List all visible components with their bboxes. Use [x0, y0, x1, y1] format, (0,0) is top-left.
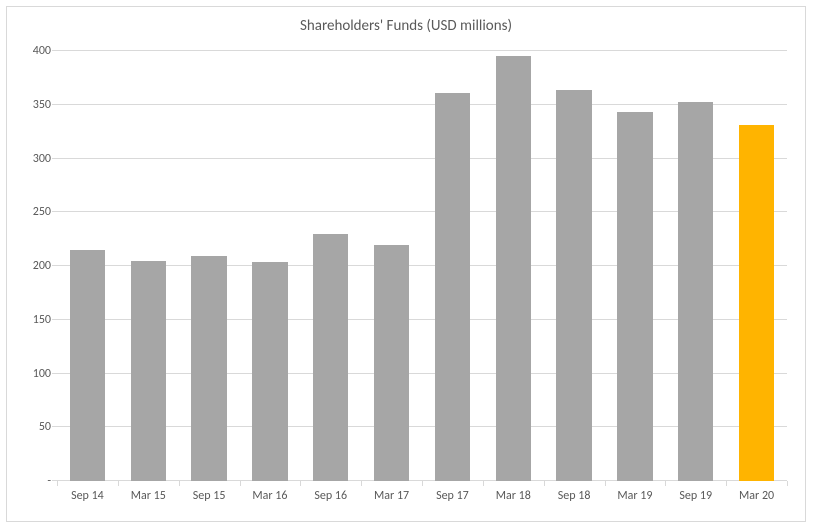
bar	[313, 234, 348, 481]
x-tick-dash	[787, 481, 788, 486]
bar	[678, 102, 713, 481]
x-tick-dash	[544, 481, 545, 486]
chart-frame: Shareholders' Funds (USD millions) -5010…	[6, 6, 806, 522]
x-tick-dash	[300, 481, 301, 486]
y-tick-dash	[52, 265, 57, 266]
x-tick-label: Mar 17	[374, 489, 409, 503]
plot-area: -50100150200250300350400Sep 14Mar 15Sep …	[57, 51, 787, 481]
y-tick-label: 300	[33, 152, 51, 166]
y-tick-dash	[52, 373, 57, 374]
x-tick-dash	[422, 481, 423, 486]
y-tick-label: 350	[33, 98, 51, 112]
bar	[191, 256, 226, 481]
y-tick-label: -	[47, 474, 51, 488]
y-tick-dash	[52, 211, 57, 212]
bar	[70, 250, 105, 481]
bar	[739, 125, 774, 481]
x-tick-label: Sep 17	[436, 489, 469, 503]
x-tick-dash	[57, 481, 58, 486]
x-tick-dash	[118, 481, 119, 486]
y-tick-label: 200	[33, 259, 51, 273]
x-tick-label: Mar 16	[252, 489, 287, 503]
x-tick-label: Sep 19	[679, 489, 712, 503]
y-tick-label: 400	[33, 44, 51, 58]
bar	[131, 261, 166, 481]
bar	[252, 262, 287, 481]
x-tick-label: Sep 18	[558, 489, 591, 503]
bar	[617, 112, 652, 481]
y-tick-dash	[52, 104, 57, 105]
x-tick-label: Mar 15	[131, 489, 166, 503]
y-tick-label: 250	[33, 205, 51, 219]
x-tick-dash	[605, 481, 606, 486]
bar	[374, 245, 409, 482]
bar	[435, 93, 470, 481]
x-tick-dash	[726, 481, 727, 486]
bar	[496, 56, 531, 481]
x-tick-label: Mar 20	[739, 489, 774, 503]
x-tick-label: Mar 19	[617, 489, 652, 503]
x-tick-label: Sep 16	[314, 489, 347, 503]
y-tick-dash	[52, 426, 57, 427]
x-tick-label: Sep 14	[71, 489, 104, 503]
x-tick-dash	[361, 481, 362, 486]
x-tick-label: Mar 18	[496, 489, 531, 503]
bar	[556, 90, 591, 481]
y-tick-label: 150	[33, 313, 51, 327]
y-tick-dash	[52, 319, 57, 320]
y-tick-label: 100	[33, 367, 51, 381]
x-tick-label: Sep 15	[193, 489, 226, 503]
x-tick-dash	[665, 481, 666, 486]
chart-title: Shareholders' Funds (USD millions)	[7, 17, 805, 35]
y-tick-dash	[52, 158, 57, 159]
y-tick-dash	[52, 50, 57, 51]
x-tick-dash	[483, 481, 484, 486]
gridline	[57, 50, 787, 51]
x-tick-dash	[179, 481, 180, 486]
x-tick-dash	[240, 481, 241, 486]
y-tick-label: 50	[39, 420, 51, 434]
